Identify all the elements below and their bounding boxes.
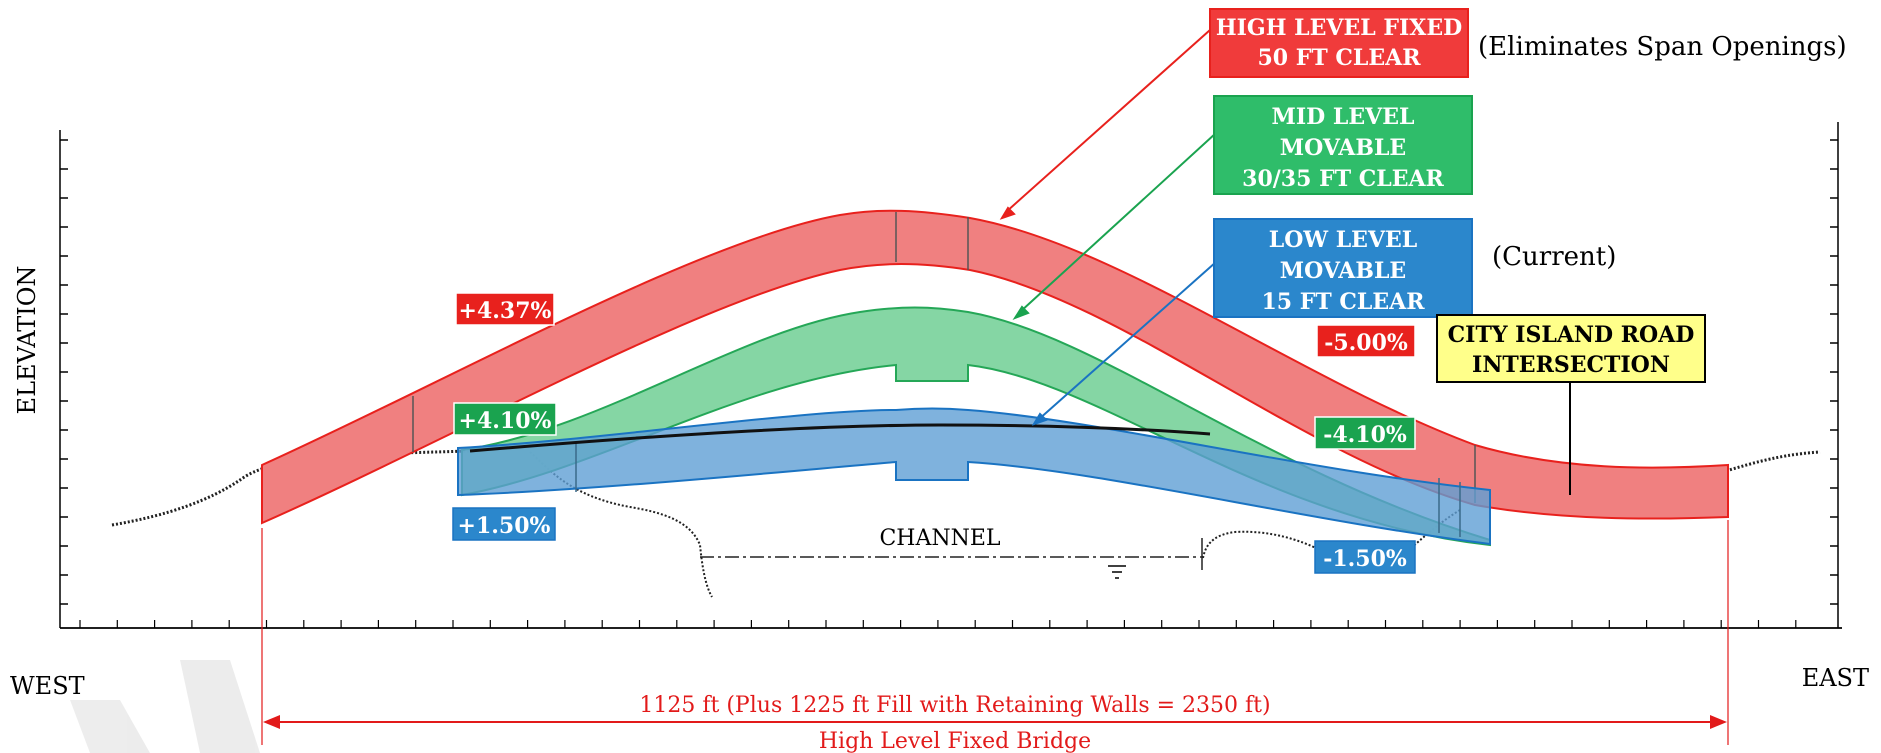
svg-text:-4.10%: -4.10% <box>1323 422 1407 448</box>
baseline-axis <box>60 620 1842 629</box>
mid-callout-line3: 30/35 FT CLEAR <box>1242 166 1444 192</box>
low-callout-line3: 15 FT CLEAR <box>1261 289 1425 315</box>
low-level-callout: LOW LEVEL MOVABLE 15 FT CLEAR (Current) <box>1213 218 1616 318</box>
grade-badge-high-east: -5.00% <box>1316 324 1416 358</box>
span-dimension: 1125 ft (Plus 1225 ft Fill with Retainin… <box>261 520 1729 753</box>
left-axis <box>59 130 68 628</box>
watermark-graphic <box>70 660 260 753</box>
mid-callout-line1: MID LEVEL <box>1272 104 1415 130</box>
west-label: WEST <box>10 672 85 700</box>
svg-text:+4.37%: +4.37% <box>459 298 552 324</box>
water-level-icon <box>1108 565 1126 579</box>
svg-text:+1.50%: +1.50% <box>458 513 551 539</box>
dimension-line2: High Level Fixed Bridge <box>819 729 1091 753</box>
low-callout-line2: MOVABLE <box>1280 258 1406 284</box>
grade-badge-high-west: +4.37% <box>455 292 555 326</box>
existing-bridge-deck <box>469 423 1211 453</box>
east-label: EAST <box>1802 664 1869 692</box>
mid-callout-line2: MOVABLE <box>1280 135 1406 161</box>
svg-text:-5.00%: -5.00% <box>1324 330 1408 356</box>
intersection-callout: CITY ISLAND ROAD INTERSECTION <box>1436 314 1706 383</box>
dimension-line1: 1125 ft (Plus 1225 ft Fill with Retainin… <box>639 693 1270 718</box>
grade-badge-low-west: +1.50% <box>452 507 556 541</box>
intersection-line1: CITY ISLAND ROAD <box>1448 322 1695 348</box>
intersection-line2: INTERSECTION <box>1472 352 1670 378</box>
elevation-axis-label: ELEVATION <box>13 266 41 415</box>
leader-arrows <box>999 29 1571 495</box>
svg-text:-1.50%: -1.50% <box>1323 546 1407 572</box>
low-level-bridge-profile <box>457 407 1491 546</box>
low-callout-note: (Current) <box>1492 242 1616 272</box>
high-callout-note: (Eliminates Span Openings) <box>1478 32 1847 62</box>
high-callout-line2: 50 FT CLEAR <box>1257 45 1421 71</box>
svg-text:+4.10%: +4.10% <box>459 408 552 434</box>
grade-badge-low-east: -1.50% <box>1314 540 1416 574</box>
channel-line: CHANNEL <box>700 526 1203 579</box>
grade-badge-mid-east: -4.10% <box>1314 416 1416 450</box>
high-level-callout: HIGH LEVEL FIXED 50 FT CLEAR (Eliminates… <box>1209 8 1847 78</box>
grade-badge-mid-west: +4.10% <box>453 402 557 436</box>
low-callout-line1: LOW LEVEL <box>1269 227 1418 253</box>
right-axis <box>1830 122 1839 628</box>
mid-level-callout: MID LEVEL MOVABLE 30/35 FT CLEAR <box>1213 95 1473 195</box>
high-callout-line1: HIGH LEVEL FIXED <box>1216 15 1462 41</box>
channel-label: CHANNEL <box>879 526 1000 551</box>
